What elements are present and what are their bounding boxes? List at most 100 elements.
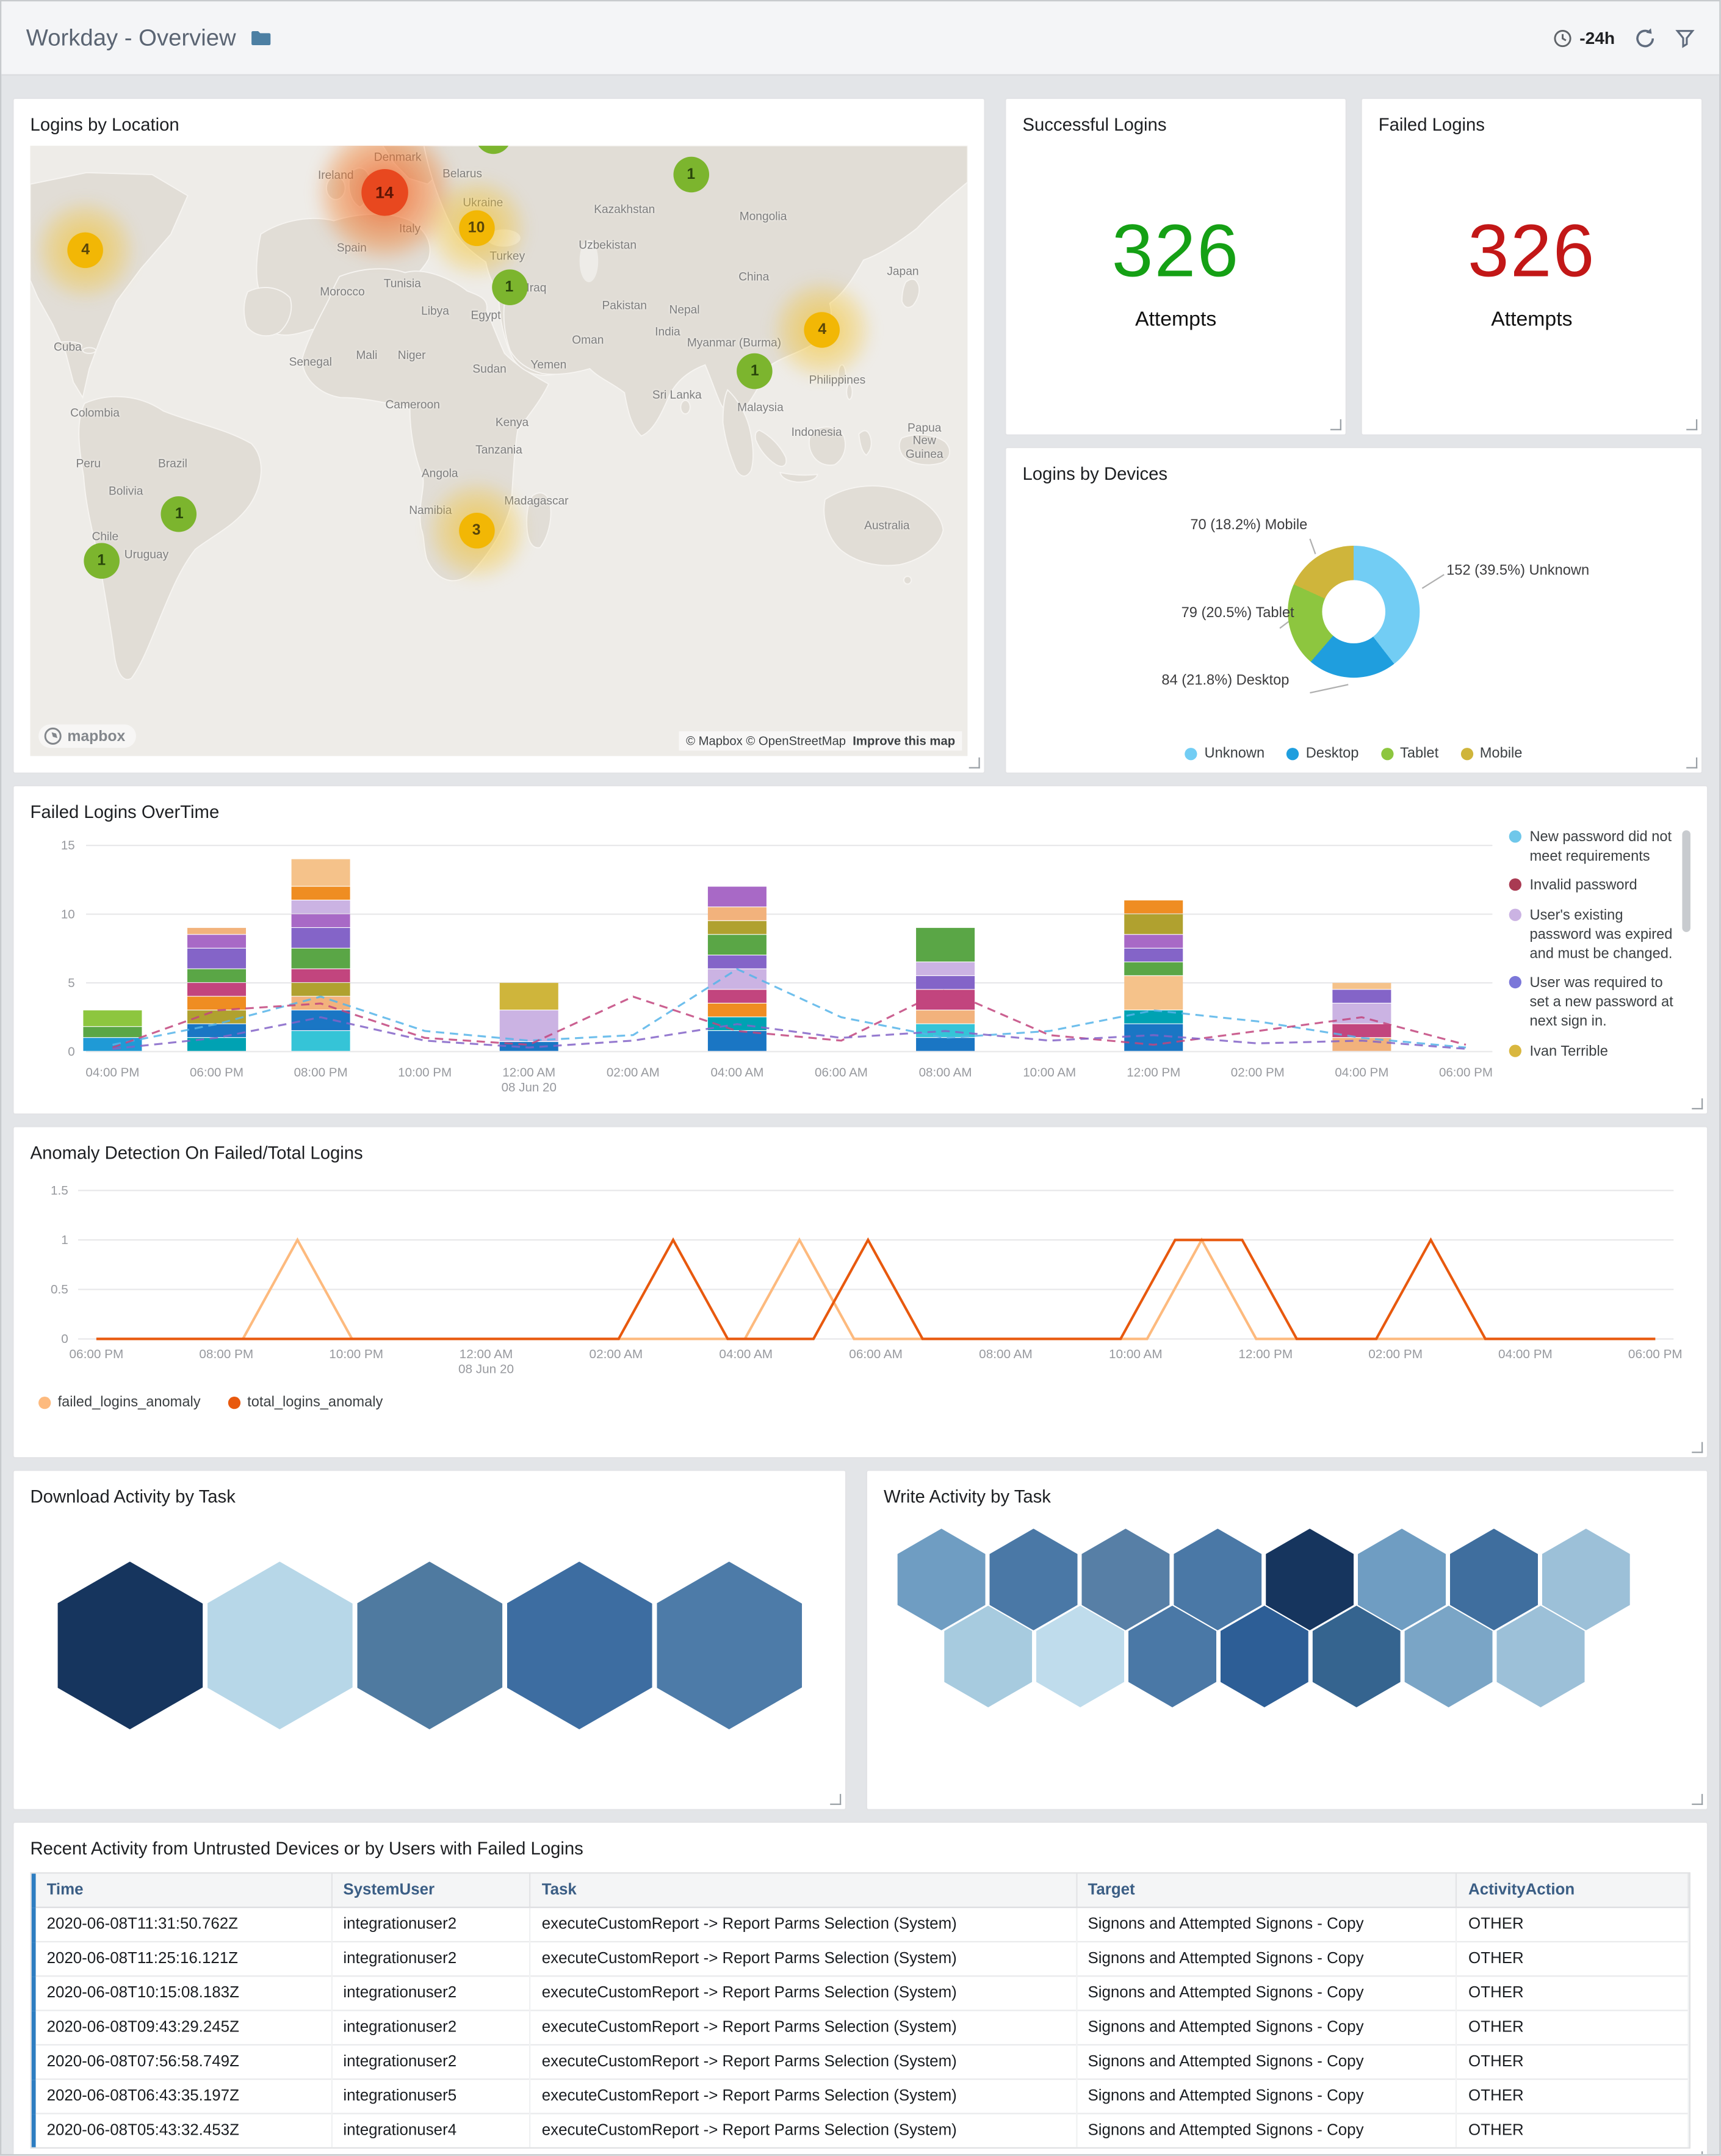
bar-segment[interactable] — [1332, 983, 1391, 989]
folder-icon[interactable] — [250, 29, 270, 46]
bar-segment[interactable] — [187, 1010, 247, 1024]
time-range-control[interactable]: -24h — [1553, 28, 1615, 48]
bar-segment[interactable] — [707, 907, 767, 921]
map-cluster-marker[interactable]: 14 — [361, 169, 408, 216]
legend-item-total_logins_anomaly[interactable]: total_logins_anomaly — [228, 1394, 383, 1411]
column-header[interactable]: Time — [31, 1873, 333, 1908]
bar-segment[interactable] — [916, 962, 975, 975]
hexbin-cell[interactable] — [1404, 1605, 1493, 1707]
mapbox-logo[interactable]: mapbox — [38, 724, 137, 748]
bar-segment[interactable] — [291, 948, 350, 969]
column-header[interactable]: Target — [1076, 1873, 1458, 1908]
bar-segment[interactable] — [707, 955, 767, 969]
hexbin-cell[interactable] — [1542, 1528, 1630, 1630]
hexbin-cell[interactable] — [57, 1561, 203, 1730]
bar-segment[interactable] — [291, 1010, 350, 1030]
table-row[interactable]: 2020-06-08T10:15:08.183Z integrationuser2… — [31, 1975, 1689, 2011]
hexbin-cell[interactable] — [656, 1561, 803, 1730]
bar-segment[interactable] — [499, 983, 558, 1010]
bar-segment[interactable] — [499, 1010, 558, 1041]
bar-segment[interactable] — [1332, 1024, 1391, 1038]
legend-item[interactable]: Ivan Terrible — [1509, 1041, 1677, 1061]
anomaly-chart[interactable]: 0 0.5 1 1.5 06:00 PM 08:00 PM 10:00 PM 12:00 AM… — [31, 1177, 1690, 1378]
bar-segment[interactable] — [1124, 975, 1183, 1010]
bar-segment[interactable] — [291, 928, 350, 948]
bar-segment[interactable] — [83, 1010, 142, 1027]
column-header[interactable]: Task — [530, 1873, 1077, 1908]
bar-segment[interactable] — [707, 935, 767, 955]
map-cluster-marker[interactable]: 1 — [737, 353, 773, 389]
bar-segment[interactable] — [707, 1031, 767, 1051]
hexbin-cell[interactable] — [1357, 1528, 1446, 1630]
hexbin-cell[interactable] — [1496, 1605, 1585, 1707]
bar-segment[interactable] — [499, 1042, 558, 1051]
bar-segment[interactable] — [291, 983, 350, 996]
bar-segment[interactable] — [1124, 1024, 1183, 1051]
legend-scrollbar[interactable] — [1682, 830, 1690, 932]
hexbin-cell[interactable] — [356, 1561, 503, 1730]
hexbin-cell[interactable] — [989, 1528, 1078, 1630]
bar-segment[interactable] — [707, 921, 767, 935]
bar-segment[interactable] — [1124, 900, 1183, 914]
bar-segment[interactable] — [1124, 962, 1183, 975]
bar-segment[interactable] — [707, 989, 767, 1003]
legend-item-tablet[interactable]: Tablet — [1380, 745, 1438, 762]
map-cluster-marker[interactable]: 4 — [804, 311, 840, 347]
legend-item[interactable]: User was required to set a new password … — [1509, 973, 1677, 1032]
devices-donut[interactable] — [1288, 546, 1420, 678]
bar-segment[interactable] — [916, 1038, 975, 1051]
bar-segment[interactable] — [83, 1027, 142, 1038]
legend-item-desktop[interactable]: Desktop — [1286, 745, 1358, 762]
bar-segment[interactable] — [707, 969, 767, 989]
hexbin-cell[interactable] — [506, 1561, 652, 1730]
bar-segment[interactable] — [187, 948, 247, 969]
legend-item[interactable]: Invalid password — [1509, 876, 1677, 895]
hexbin-cell[interactable] — [1220, 1605, 1308, 1707]
refresh-button[interactable] — [1634, 27, 1656, 49]
bar-segment[interactable] — [1124, 914, 1183, 935]
map-cluster-marker[interactable]: 1 — [161, 496, 198, 532]
column-header[interactable]: SystemUser — [331, 1873, 531, 1908]
table-row[interactable]: 2020-06-08T07:56:58.749Z integrationuser2… — [31, 2044, 1689, 2080]
bar-segment[interactable] — [916, 928, 975, 962]
hexbin-cell[interactable] — [1266, 1528, 1354, 1630]
table-row[interactable]: 2020-06-08T11:25:16.121Z integrationuser2… — [31, 1941, 1689, 1977]
map-cluster-marker[interactable]: 1 — [491, 269, 527, 305]
bar-segment[interactable] — [291, 1031, 350, 1051]
table-row[interactable]: 2020-06-08T05:43:32.453Z integrationuser4… — [31, 2113, 1689, 2147]
hexbin-cell[interactable] — [206, 1561, 353, 1730]
hexbin-cell[interactable] — [1081, 1528, 1170, 1630]
hexbin-cell[interactable] — [1174, 1528, 1262, 1630]
legend-item-mobile[interactable]: Mobile — [1460, 745, 1522, 762]
table-row[interactable]: 2020-06-08T09:43:29.245Z integrationuser2… — [31, 2009, 1689, 2045]
bar-segment[interactable] — [916, 975, 975, 989]
bar-segment[interactable] — [1332, 989, 1391, 1003]
hexbin-cell[interactable] — [1312, 1605, 1401, 1707]
hexbin-cell[interactable] — [944, 1605, 1033, 1707]
table-row[interactable]: 2020-06-08T11:31:50.762Z integrationuser2… — [31, 1906, 1689, 1942]
map-cluster-marker[interactable]: 1 — [673, 157, 709, 193]
bar-segment[interactable] — [291, 914, 350, 927]
bar-segment[interactable] — [1124, 1010, 1183, 1024]
bar-segment[interactable] — [707, 1003, 767, 1017]
failed-over-time-chart[interactable]: 0 5 10 15 04:00 PM 06:00 PM 08:00 PM 10:00 PM 12… — [31, 828, 1504, 1100]
hexbin-cell[interactable] — [1449, 1528, 1538, 1630]
bar-segment[interactable] — [291, 900, 350, 914]
filter-button[interactable] — [1675, 28, 1695, 48]
bar-segment[interactable] — [1332, 1003, 1391, 1024]
hexbin-cell[interactable] — [1036, 1605, 1125, 1707]
bar-segment[interactable] — [187, 983, 247, 996]
hexbin-cell[interactable] — [1128, 1605, 1217, 1707]
bar-segment[interactable] — [1124, 935, 1183, 948]
bar-segment[interactable] — [187, 996, 247, 1010]
bar-segment[interactable] — [291, 886, 350, 900]
bar-segment[interactable] — [187, 928, 247, 935]
legend-item[interactable]: User's existing password was expired and… — [1509, 905, 1677, 964]
column-header[interactable]: ActivityAction — [1456, 1873, 1689, 1908]
map-cluster-marker[interactable]: 4 — [67, 233, 104, 269]
legend-item-failed_logins_anomaly[interactable]: failed_logins_anomaly — [38, 1394, 201, 1411]
bar-segment[interactable] — [187, 1024, 247, 1038]
map-cluster-marker[interactable]: 10 — [458, 211, 494, 247]
bar-segment[interactable] — [291, 859, 350, 886]
map-cluster-marker[interactable]: 3 — [458, 513, 494, 549]
